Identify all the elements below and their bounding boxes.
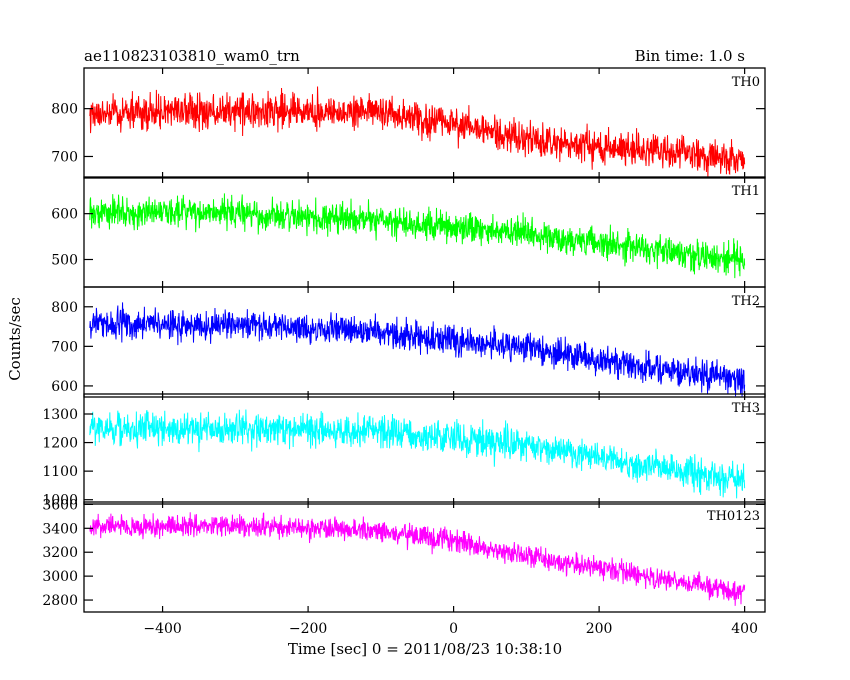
y-tick-label: 3600 [42,497,78,513]
y-tick-label: 1000 [42,493,78,509]
series-label-th0123: TH0123 [707,509,760,524]
x-axis: −400 −200 0 200 400 [143,621,758,637]
y-tick-label: 1300 [42,407,78,423]
y-tick-label: 1200 [42,436,78,452]
panel-frame [83,67,766,179]
panel-th0123: 2800 3000 3200 3400 3600 TH0123 [42,497,766,613]
y-tick-label: 800 [51,102,78,118]
y-tick-label: 600 [51,379,78,395]
panel-frame [83,501,766,613]
panel-th1: 500 600 TH1 [51,176,766,288]
series-label-th2: TH2 [732,294,760,309]
x-tick-label: 0 [449,621,458,637]
x-tick-label: 200 [586,621,613,637]
y-tick-label: 500 [51,253,78,269]
x-tick-label: −400 [143,621,181,637]
x-tick-label: −200 [289,621,327,637]
y-tick-label: 1100 [42,464,78,480]
panel-th2: 600 700 800 TH2 [51,286,766,398]
y-tick-label: 700 [51,149,78,165]
y-tick-label: 600 [51,207,78,223]
panels-group: 700 800 TH0 500 600 TH1 600 700 800 TH2 1000 1100 12… [42,67,766,613]
panel-frame [83,286,766,398]
series-label-th0: TH0 [732,75,760,90]
y-tick-label: 3000 [42,569,78,585]
y-tick-label: 800 [51,300,78,316]
chart-title: ae110823103810_wam0_trn [84,47,300,65]
y-tick-label: 3400 [42,521,78,537]
panel-frame [83,176,766,288]
x-axis-label: Time [sec] 0 = 2011/08/23 10:38:10 [288,640,562,658]
series-line-th1 [89,193,746,279]
y-tick-label: 2800 [42,593,78,609]
series-line-th2 [89,302,746,397]
y-axis-label: Counts/sec [6,297,24,381]
series-line-th3 [89,409,746,499]
x-tick-label: 400 [731,621,758,637]
series-line-th0 [89,86,746,178]
y-tick-label: 3200 [42,545,78,561]
panel-frame [83,393,766,505]
bin-time-label: Bin time: 1.0 s [635,47,745,65]
series-label-th1: TH1 [732,184,760,199]
series-label-th3: TH3 [732,401,760,416]
y-tick-label: 700 [51,339,78,355]
panel-th0: 700 800 TH0 [51,67,766,179]
series-line-th0123 [89,512,746,606]
panel-th3: 1000 1100 1200 1300 TH3 [42,393,766,509]
